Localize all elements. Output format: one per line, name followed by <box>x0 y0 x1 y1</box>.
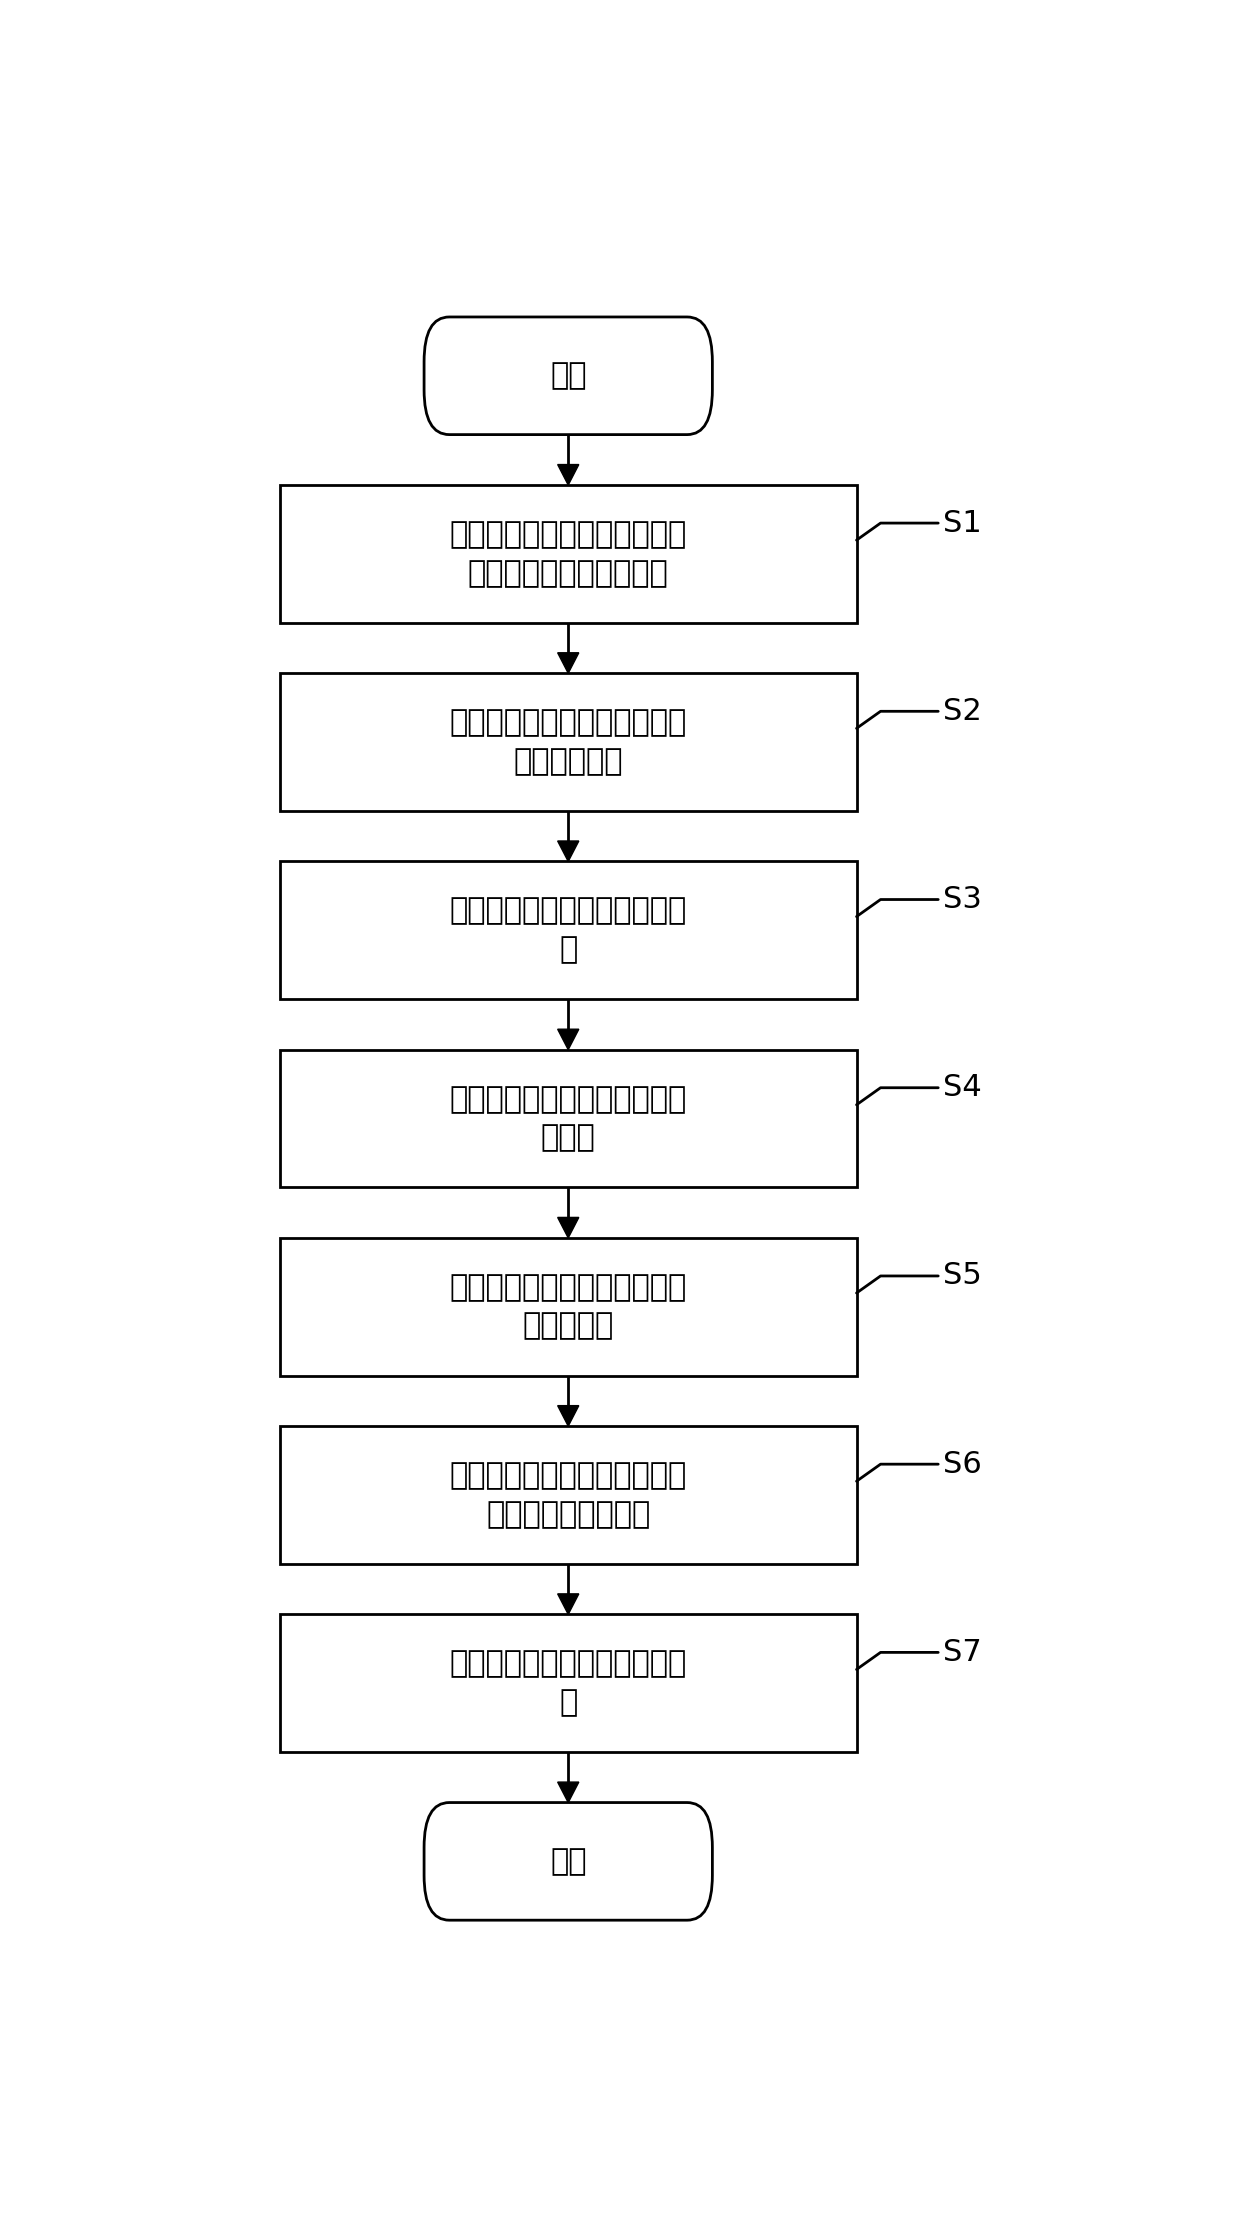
FancyBboxPatch shape <box>280 485 857 622</box>
Text: S3: S3 <box>942 886 982 915</box>
FancyBboxPatch shape <box>424 1803 713 1920</box>
Text: 获取不同典型老化地区不同运: 获取不同典型老化地区不同运 <box>450 521 687 549</box>
Polygon shape <box>558 1595 579 1615</box>
Polygon shape <box>558 1783 579 1803</box>
Polygon shape <box>558 1030 579 1050</box>
Polygon shape <box>558 653 579 673</box>
FancyBboxPatch shape <box>280 673 857 811</box>
Text: S4: S4 <box>942 1074 982 1103</box>
Text: S7: S7 <box>942 1637 982 1668</box>
Text: 获取绝缘子老化样本预处理后: 获取绝缘子老化样本预处理后 <box>450 709 687 738</box>
FancyBboxPatch shape <box>280 1615 857 1752</box>
Polygon shape <box>558 1218 579 1238</box>
Polygon shape <box>558 465 579 485</box>
Text: 得到绝缘子老化样本的老化程: 得到绝缘子老化样本的老化程 <box>450 1650 687 1679</box>
Text: 量: 量 <box>559 935 578 964</box>
Text: 的高光谱图像: 的高光谱图像 <box>513 746 622 775</box>
Text: 度标定: 度标定 <box>541 1123 595 1152</box>
FancyBboxPatch shape <box>280 1238 857 1376</box>
Text: 得到不同基团在高光谱谱线上: 得到不同基团在高光谱谱线上 <box>450 1274 687 1302</box>
Polygon shape <box>558 1407 579 1426</box>
Text: 度: 度 <box>559 1688 578 1717</box>
Text: 开始: 开始 <box>551 361 587 390</box>
Text: 对绝缘子老化样本进行老化程: 对绝缘子老化样本进行老化程 <box>450 1085 687 1114</box>
FancyBboxPatch shape <box>280 862 857 999</box>
FancyBboxPatch shape <box>280 1426 857 1564</box>
Polygon shape <box>558 842 579 862</box>
Text: 拟合出与标定的老化程度等级: 拟合出与标定的老化程度等级 <box>450 1462 687 1491</box>
Text: S5: S5 <box>942 1263 982 1291</box>
Text: S6: S6 <box>942 1449 982 1480</box>
Text: 行年限的绝缘子老化样本: 行年限的绝缘子老化样本 <box>467 558 668 587</box>
FancyBboxPatch shape <box>424 317 713 434</box>
Text: 结束: 结束 <box>551 1847 587 1876</box>
Text: 对应的老化程度模型: 对应的老化程度模型 <box>486 1500 650 1528</box>
FancyBboxPatch shape <box>280 1050 857 1187</box>
Text: 的响应特性: 的响应特性 <box>522 1311 614 1340</box>
Text: S1: S1 <box>942 509 982 538</box>
Text: S2: S2 <box>942 698 982 727</box>
Text: 得到不同样本老化程度表征参: 得到不同样本老化程度表征参 <box>450 897 687 926</box>
